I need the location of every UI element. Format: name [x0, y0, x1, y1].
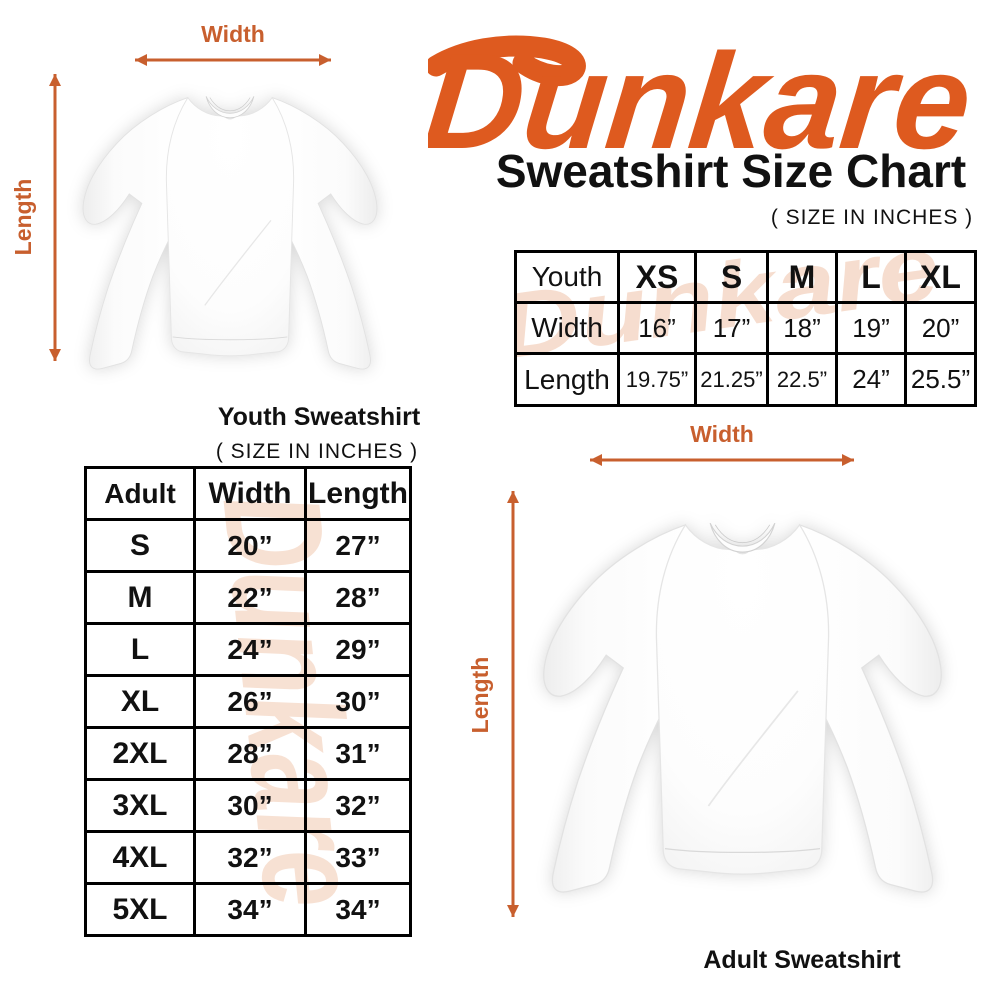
svg-text:Width: Width — [201, 21, 265, 47]
svg-text:Width: Width — [690, 421, 754, 447]
svg-text:Length: Length — [467, 657, 493, 734]
svg-text:Length: Length — [10, 179, 36, 256]
